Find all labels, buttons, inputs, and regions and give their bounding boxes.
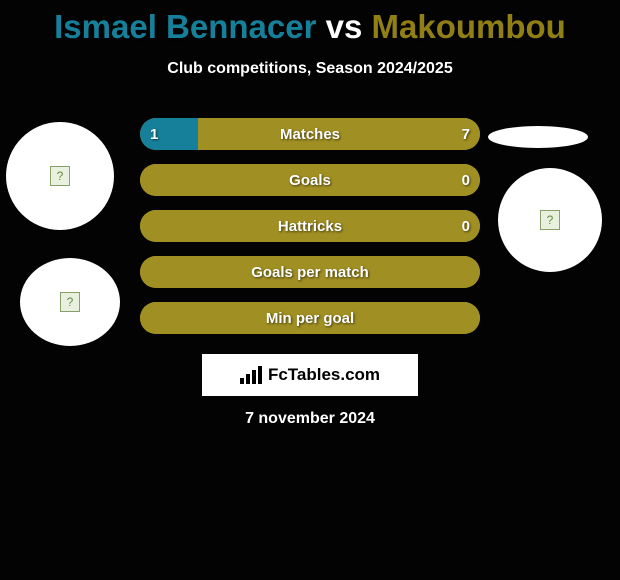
page-title: Ismael Bennacer vs Makoumbou: [0, 0, 620, 46]
comparison-chart: Matches17Goals0Hattricks0Goals per match…: [140, 118, 480, 348]
stat-label: Goals per match: [140, 256, 480, 288]
stat-label: Min per goal: [140, 302, 480, 334]
title-vs: vs: [326, 8, 363, 45]
fctables-logo-icon: [240, 366, 262, 384]
image-placeholder-icon: ?: [50, 166, 70, 186]
stat-label: Hattricks: [140, 210, 480, 242]
avatar-left-2: ?: [20, 258, 120, 346]
title-player1: Ismael Bennacer: [54, 8, 316, 45]
stat-label: Goals: [140, 164, 480, 196]
decor-oval: [488, 126, 588, 148]
stat-row: Min per goal: [140, 302, 480, 334]
footer-logo: FcTables.com: [202, 354, 418, 396]
stat-value-left: 1: [150, 118, 158, 150]
stat-row: Hattricks0: [140, 210, 480, 242]
stat-row: Goals0: [140, 164, 480, 196]
image-placeholder-icon: ?: [540, 210, 560, 230]
stat-value-right: 7: [462, 118, 470, 150]
footer-logo-text: FcTables.com: [268, 365, 380, 385]
title-player2: Makoumbou: [372, 8, 566, 45]
stat-label: Matches: [140, 118, 480, 150]
stat-row: Goals per match: [140, 256, 480, 288]
stat-value-right: 0: [462, 210, 470, 242]
avatar-right-1: ?: [498, 168, 602, 272]
stat-value-right: 0: [462, 164, 470, 196]
image-placeholder-icon: ?: [60, 292, 80, 312]
avatar-left-1: ?: [6, 122, 114, 230]
stat-row: Matches1 7: [140, 118, 480, 150]
footer-date: 7 november 2024: [0, 410, 620, 428]
subtitle: Club competitions, Season 2024/2025: [0, 60, 620, 78]
